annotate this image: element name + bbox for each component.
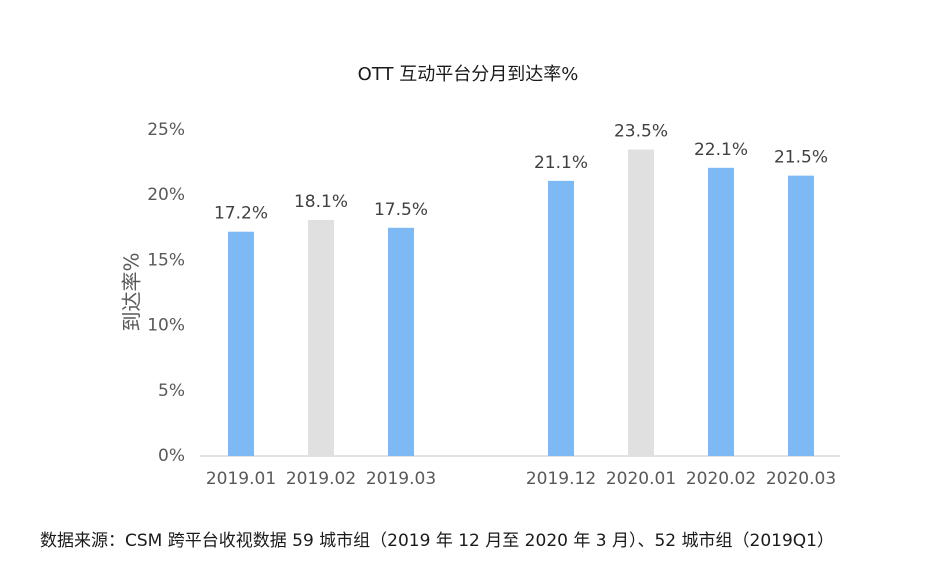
x-tick-label: 2019.02 xyxy=(286,469,356,489)
data-label: 21.1% xyxy=(534,153,588,173)
bar-2019.03 xyxy=(388,227,414,456)
x-axis-ticks: 2019.01 2019.02 2019.03 2019.12 2020.01 2020.… xyxy=(206,469,836,489)
data-label: 18.1% xyxy=(294,192,348,212)
data-labels-group: 17.2% 18.1% 17.5% 21.1% 23.5% 22.1% 21.5% xyxy=(214,122,828,224)
data-label: 17.5% xyxy=(374,200,428,220)
bar-2020.01 xyxy=(628,149,654,456)
x-tick-label: 2020.02 xyxy=(686,469,756,489)
y-axis-ticks: 0% 5% 10% 15% 20% 25% xyxy=(147,120,185,466)
x-tick-label: 2019.12 xyxy=(526,469,596,489)
data-label: 21.5% xyxy=(774,148,828,168)
y-tick-label: 20% xyxy=(147,185,185,205)
bar-2020.03 xyxy=(788,175,814,456)
x-tick-label: 2020.01 xyxy=(606,469,676,489)
y-tick-label: 0% xyxy=(158,446,185,466)
x-tick-label: 2020.03 xyxy=(766,469,836,489)
y-tick-label: 10% xyxy=(147,316,185,336)
data-label: 17.2% xyxy=(214,204,268,224)
y-tick-label: 5% xyxy=(158,381,185,401)
y-axis-title: 到达率% xyxy=(120,252,144,331)
bar-2019.02 xyxy=(308,219,334,456)
chart-title: OTT 互动平台分月到达率% xyxy=(357,64,579,85)
bar-2019.12 xyxy=(548,180,574,456)
y-tick-label: 15% xyxy=(147,250,185,270)
data-label: 22.1% xyxy=(694,140,748,160)
x-tick-label: 2019.03 xyxy=(366,469,436,489)
source-note: 数据来源：CSM 跨平台收视数据 59 城市组（2019 年 12 月至 202… xyxy=(40,531,834,551)
bar-2020.02 xyxy=(708,167,734,457)
x-tick-label: 2019.01 xyxy=(206,469,276,489)
bar-2019.01 xyxy=(228,231,254,456)
data-label: 23.5% xyxy=(614,122,668,142)
bars-group xyxy=(228,149,814,457)
y-tick-label: 25% xyxy=(147,120,185,140)
